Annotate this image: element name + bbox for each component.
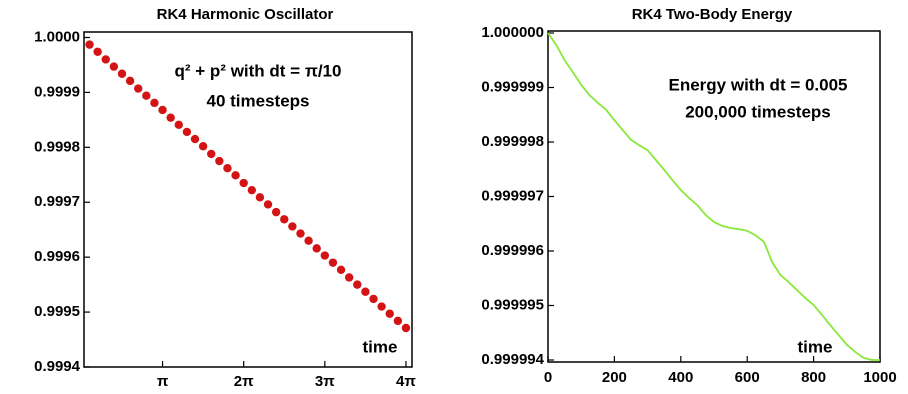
data-point bbox=[239, 178, 248, 188]
annotation: time bbox=[363, 337, 398, 356]
data-point bbox=[377, 302, 386, 311]
data-point bbox=[328, 258, 338, 267]
annotation: Energy with dt = 0.005 bbox=[668, 75, 847, 94]
x-tick-label: π bbox=[157, 373, 169, 390]
data-point bbox=[353, 280, 362, 289]
data-point bbox=[223, 163, 232, 173]
data-point bbox=[369, 294, 378, 304]
data-point bbox=[247, 185, 257, 195]
data-point bbox=[182, 127, 192, 137]
data-point bbox=[215, 156, 224, 166]
data-point bbox=[190, 134, 200, 144]
data-point bbox=[263, 200, 273, 209]
data-point bbox=[304, 236, 313, 245]
y-tick-label: 0.999995 bbox=[481, 296, 544, 313]
data-point bbox=[288, 222, 297, 231]
data-point bbox=[166, 113, 175, 122]
data-point bbox=[271, 207, 281, 217]
x-tick-label: 2π bbox=[234, 373, 254, 390]
x-tick-label: 800 bbox=[801, 369, 826, 386]
data-point bbox=[320, 251, 330, 260]
data-point bbox=[401, 323, 411, 333]
x-tick-label: 4π bbox=[396, 373, 416, 390]
annotation: 200,000 timesteps bbox=[685, 102, 831, 121]
data-point bbox=[142, 91, 151, 100]
chart-title: RK4 Two-Body Energy bbox=[632, 6, 793, 23]
data-point bbox=[280, 215, 289, 224]
data-point bbox=[296, 229, 305, 238]
y-tick-label: 0.999999 bbox=[481, 78, 544, 95]
data-point bbox=[85, 40, 94, 49]
data-point bbox=[174, 120, 183, 130]
data-point bbox=[312, 244, 321, 253]
y-tick-label: 0.9998 bbox=[34, 138, 80, 155]
data-point bbox=[125, 76, 135, 86]
x-tick-label: 400 bbox=[668, 369, 693, 386]
data-point bbox=[344, 273, 354, 282]
plot-frame bbox=[83, 31, 413, 368]
y-tick-label: 0.9996 bbox=[34, 248, 80, 265]
data-point bbox=[93, 47, 102, 56]
y-tick-label: 0.999994 bbox=[481, 351, 544, 368]
annotation: 40 timesteps bbox=[207, 91, 310, 110]
data-point bbox=[198, 142, 208, 151]
data-point bbox=[361, 287, 370, 296]
x-tick-label: 600 bbox=[735, 369, 760, 386]
y-tick-label: 0.999998 bbox=[481, 133, 544, 150]
y-tick-label: 0.9995 bbox=[34, 303, 80, 320]
data-point bbox=[134, 84, 143, 93]
y-tick-label: 0.999996 bbox=[481, 242, 544, 259]
x-tick-label: 200 bbox=[602, 369, 627, 386]
y-tick-label: 1.0000 bbox=[34, 28, 80, 45]
y-tick-label: 1.000000 bbox=[481, 24, 544, 41]
data-line bbox=[547, 32, 880, 361]
y-tick-label: 0.9999 bbox=[34, 83, 80, 100]
annotation: q² + p² with dt = π/10 bbox=[175, 61, 342, 80]
chart-title: RK4 Harmonic Oscillator bbox=[157, 6, 334, 23]
x-tick-label: 1000 bbox=[863, 369, 896, 386]
data-point bbox=[117, 69, 127, 78]
x-tick-label: 3π bbox=[315, 373, 335, 390]
data-point bbox=[101, 55, 110, 64]
annotation: time bbox=[798, 337, 833, 356]
y-tick-label: 0.9994 bbox=[34, 358, 81, 375]
data-point bbox=[150, 98, 159, 108]
y-tick-label: 0.9997 bbox=[34, 193, 80, 210]
data-point bbox=[385, 309, 394, 318]
data-point bbox=[231, 171, 240, 180]
data-point bbox=[336, 265, 346, 274]
data-point bbox=[109, 62, 119, 71]
data-point bbox=[158, 105, 167, 115]
data-point bbox=[255, 193, 265, 202]
y-tick-label: 0.999997 bbox=[481, 187, 544, 204]
data-point bbox=[207, 149, 216, 159]
data-point bbox=[393, 316, 403, 326]
x-tick-label: 0 bbox=[544, 369, 552, 386]
